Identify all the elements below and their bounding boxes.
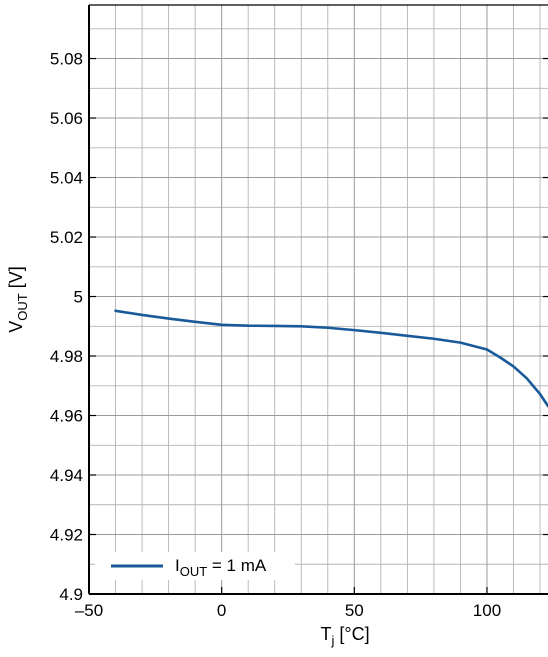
y-tick-label: 5.06: [50, 109, 83, 128]
legend-label-rest: = 1 mA: [207, 556, 267, 575]
y-axis-title-unit: [V]: [6, 266, 26, 293]
tick-labels: –50 0 50 100 4.9 4.92 4.94 4.96 4.98 5 5.02 5.04 5.0…: [50, 50, 501, 620]
y-tick-label: 5.02: [50, 228, 83, 247]
series-line-0: [114, 309, 548, 408]
x-axis-title-main: T: [320, 624, 331, 644]
y-axis-title-main: V: [6, 321, 26, 333]
legend-label-sub: OUT: [180, 564, 208, 579]
y-axis-title-sub: OUT: [15, 293, 30, 321]
y-tick-label: 4.9: [59, 585, 83, 604]
legend-label-main: I: [175, 556, 180, 575]
x-axis-title-unit: [°C]: [334, 624, 369, 644]
minor-gridlines: [89, 5, 548, 594]
x-axis-title: Tj [°C]: [320, 624, 369, 648]
y-tick-label: 4.96: [50, 407, 83, 426]
major-gridlines: [89, 5, 548, 594]
y-tick-label: 4.92: [50, 526, 83, 545]
y-tick-label: 5: [74, 288, 83, 307]
y-axis-title: VOUT [V]: [6, 266, 30, 332]
y-tick-label: 4.94: [50, 466, 83, 485]
y-tick-label: 4.98: [50, 347, 83, 366]
legend: IOUT = 1 mA: [95, 552, 295, 580]
y-tick-label: 5.04: [50, 169, 83, 188]
x-axis-title-sub: j: [330, 633, 334, 648]
x-tick-label: 50: [345, 601, 364, 620]
x-tick-label: 0: [217, 601, 226, 620]
series-layer: [114, 309, 548, 408]
y-tick-label: 5.08: [50, 50, 83, 69]
legend-label: IOUT = 1 mA: [175, 556, 267, 579]
plot-frame: [88, 4, 548, 595]
x-tick-label: 100: [473, 601, 501, 620]
x-tick-label: –50: [75, 601, 103, 620]
